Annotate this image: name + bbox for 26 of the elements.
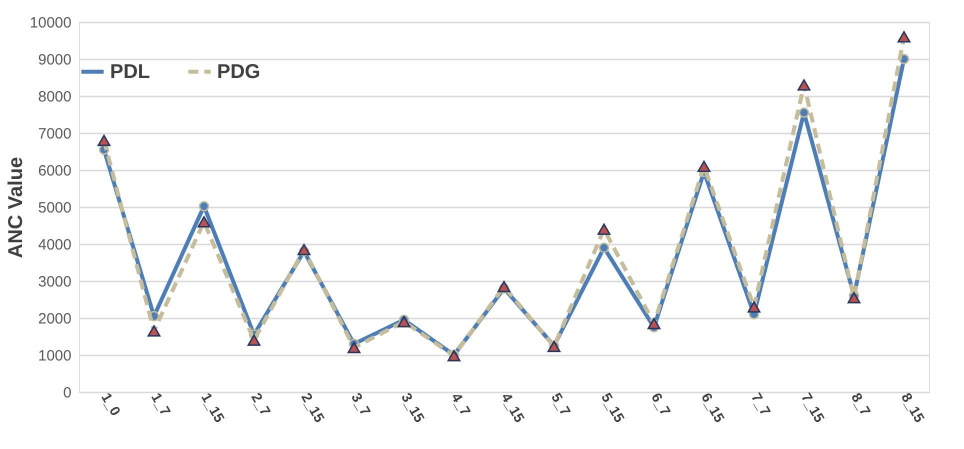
y-tick-label: 3000 xyxy=(38,274,72,290)
y-tick-label: 0 xyxy=(63,384,72,402)
x-tick-label: 3_7 xyxy=(348,390,374,418)
x-tick-label: 5_7 xyxy=(548,390,574,418)
x-tick-label: 4_7 xyxy=(448,390,474,418)
y-tick-label: 5000 xyxy=(38,200,72,216)
y-tick-label: 1000 xyxy=(38,348,72,364)
x-tick-label: 6_7 xyxy=(648,390,674,418)
point xyxy=(798,107,810,118)
y-tick-label: 9000 xyxy=(38,52,72,68)
y-tick-label: 4000 xyxy=(38,236,72,254)
x-tick-label: 8_7 xyxy=(848,390,874,418)
x-tick-label: 2_7 xyxy=(248,390,274,418)
x-tick-label: 7_7 xyxy=(748,390,774,418)
legend-label: PDL xyxy=(110,60,150,83)
point xyxy=(198,201,210,212)
y-tick-label: 7000 xyxy=(38,126,72,142)
y-tick-label: 6000 xyxy=(38,162,72,180)
y-tick-label: 10000 xyxy=(30,14,72,32)
y-tick-label: 2000 xyxy=(38,310,72,328)
y-axis-title: ANC Value xyxy=(4,156,27,258)
x-tick-label: 1_0 xyxy=(98,390,124,418)
legend-label: PDG xyxy=(217,60,260,83)
y-tick-label: 8000 xyxy=(38,88,72,106)
x-tick-label: 1_7 xyxy=(148,390,174,418)
point xyxy=(598,242,610,253)
